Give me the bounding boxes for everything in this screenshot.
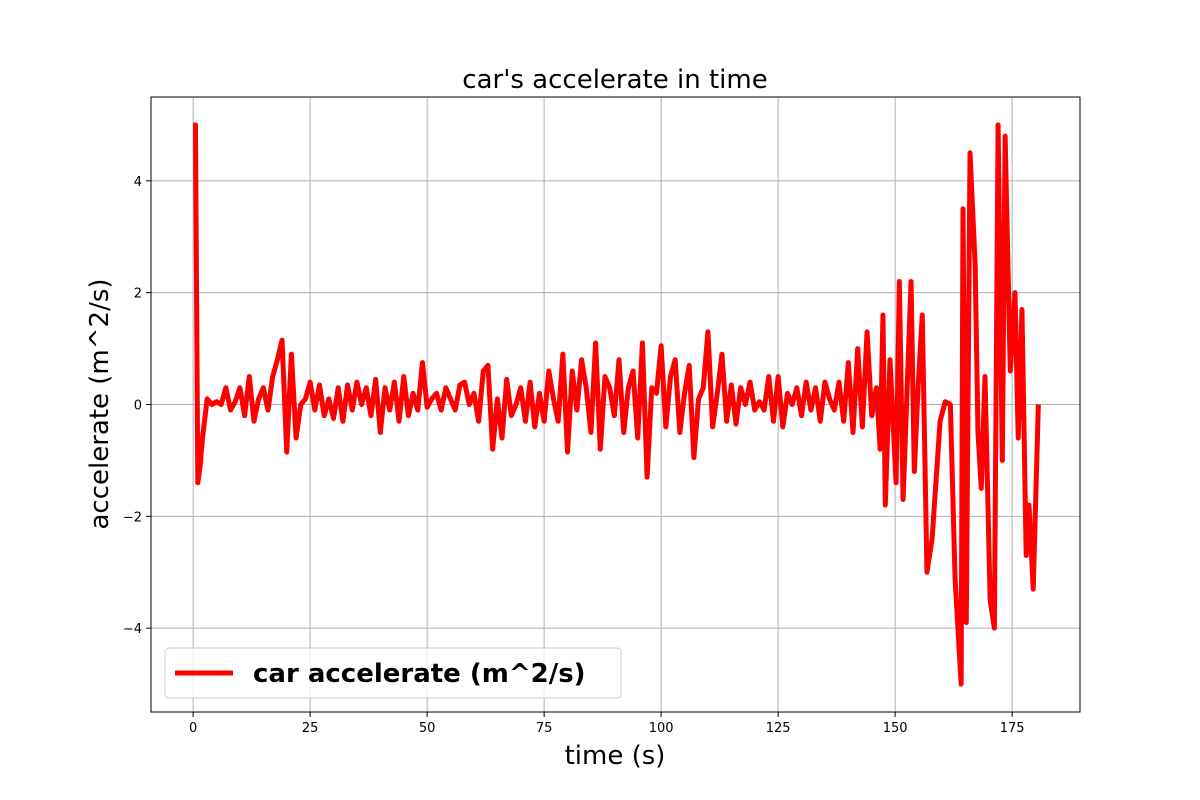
chart-title: car's accelerate in time [462, 65, 767, 95]
y-tick-label: 0 [134, 399, 142, 414]
x-tick-label: 150 [883, 721, 908, 736]
x-tick-label: 75 [536, 721, 553, 736]
y-tick-label: 2 [134, 287, 142, 302]
x-tick-label: 175 [1000, 721, 1025, 736]
x-tick-label: 0 [189, 721, 197, 736]
plot-frame [150, 96, 1081, 713]
y-tick-label: −2 [123, 510, 142, 525]
x-tick-label: 100 [649, 721, 674, 736]
x-tick-label: 25 [302, 721, 319, 736]
data-line [192, 122, 1041, 687]
legend-box [164, 647, 622, 699]
x-tick-label: 50 [419, 721, 436, 736]
legend: car accelerate (m^2/s) [164, 647, 622, 699]
legend-label: car accelerate (m^2/s) [253, 659, 586, 689]
y-tick-label: 4 [134, 175, 142, 190]
y-axis-label: accelerate (m^2/s) [85, 278, 115, 529]
x-tick-label: 125 [766, 721, 791, 736]
x-axis-label: time (s) [565, 741, 666, 771]
y-tick-label: −4 [123, 622, 142, 637]
